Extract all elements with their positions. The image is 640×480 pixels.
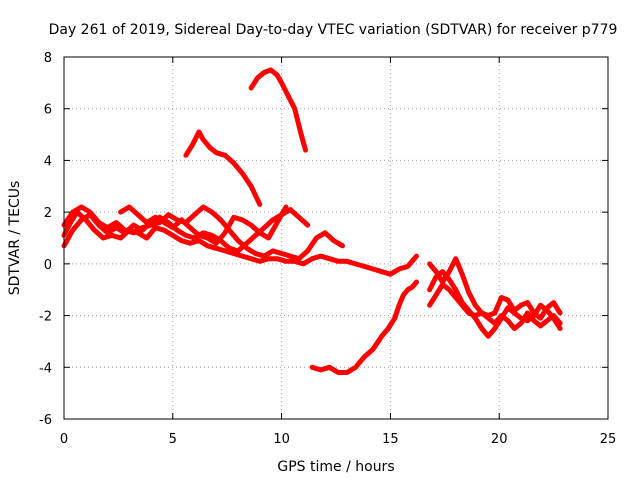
y-tick-label: -6 — [39, 413, 52, 428]
series-line — [309, 279, 419, 375]
x-tick-label: 25 — [600, 432, 617, 447]
x-tick-label: 20 — [491, 432, 508, 447]
plot-frame — [63, 56, 609, 420]
series-line — [118, 204, 289, 246]
y-axis-title: SDTVAR / TECUs — [7, 181, 23, 296]
series-line — [61, 204, 345, 262]
series-line — [61, 209, 419, 277]
series-line — [427, 269, 563, 339]
x-tick-label: 0 — [60, 432, 68, 447]
series-line — [248, 67, 308, 153]
y-tick-label: 0 — [44, 258, 52, 273]
chart-title: Day 261 of 2019, Sidereal Day-to-day VTE… — [49, 22, 618, 38]
series-line — [427, 256, 563, 321]
data-series — [61, 67, 563, 375]
axis-ticks: 0 5 10 15 20 25 -6 -4 -2 0 2 4 6 8 — [39, 51, 616, 447]
y-tick-label: 4 — [44, 154, 52, 169]
x-axis-title: GPS time / hours — [277, 459, 394, 475]
grid — [64, 57, 608, 419]
y-tick-label: 8 — [44, 51, 52, 66]
x-tick-label: 15 — [382, 432, 399, 447]
series-line — [183, 129, 263, 207]
series-line — [61, 207, 311, 254]
y-tick-label: -4 — [39, 361, 52, 376]
y-tick-label: -2 — [39, 310, 52, 325]
x-tick-label: 5 — [169, 432, 177, 447]
y-tick-label: 2 — [44, 206, 52, 221]
y-tick-label: 6 — [44, 103, 52, 118]
x-tick-label: 10 — [273, 432, 290, 447]
series-line — [427, 282, 563, 331]
